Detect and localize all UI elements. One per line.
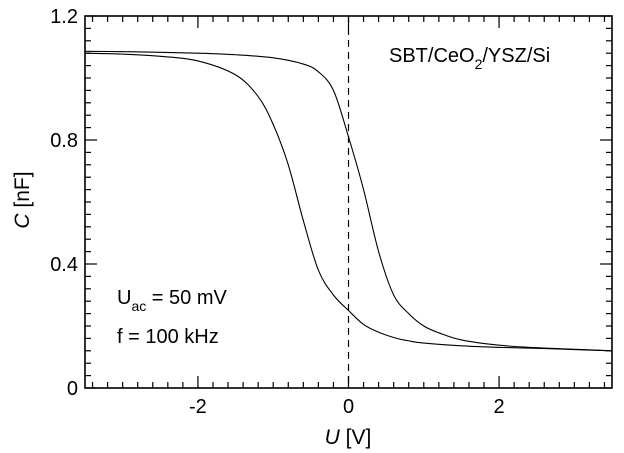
plot-frame <box>84 15 613 389</box>
x-tick-label: 0 <box>343 396 354 418</box>
x-axis-label: U [V] <box>325 426 372 449</box>
axis-tick-labels: -2 0 2 0 0.4 0.8 1.2 <box>50 6 504 418</box>
cv-curve-2 <box>84 50 613 352</box>
ac-voltage-label: Uac = 50 mV <box>117 287 228 314</box>
sample-label: SBT/CeO2/YSZ/Si <box>389 45 550 72</box>
y-tick-label: 0.8 <box>50 130 78 152</box>
cv-curve-1 <box>84 52 613 352</box>
y-tick-label: 1.2 <box>50 6 78 28</box>
hysteresis-curves <box>84 50 613 352</box>
y-tick-label: 0.4 <box>50 254 78 276</box>
y-axis-label: C [nF] <box>11 171 34 228</box>
y-tick-label: 0 <box>67 378 78 400</box>
x-tick-label: 2 <box>494 396 505 418</box>
x-tick-label: -2 <box>189 396 207 418</box>
frequency-label: f = 100 kHz <box>117 326 219 348</box>
